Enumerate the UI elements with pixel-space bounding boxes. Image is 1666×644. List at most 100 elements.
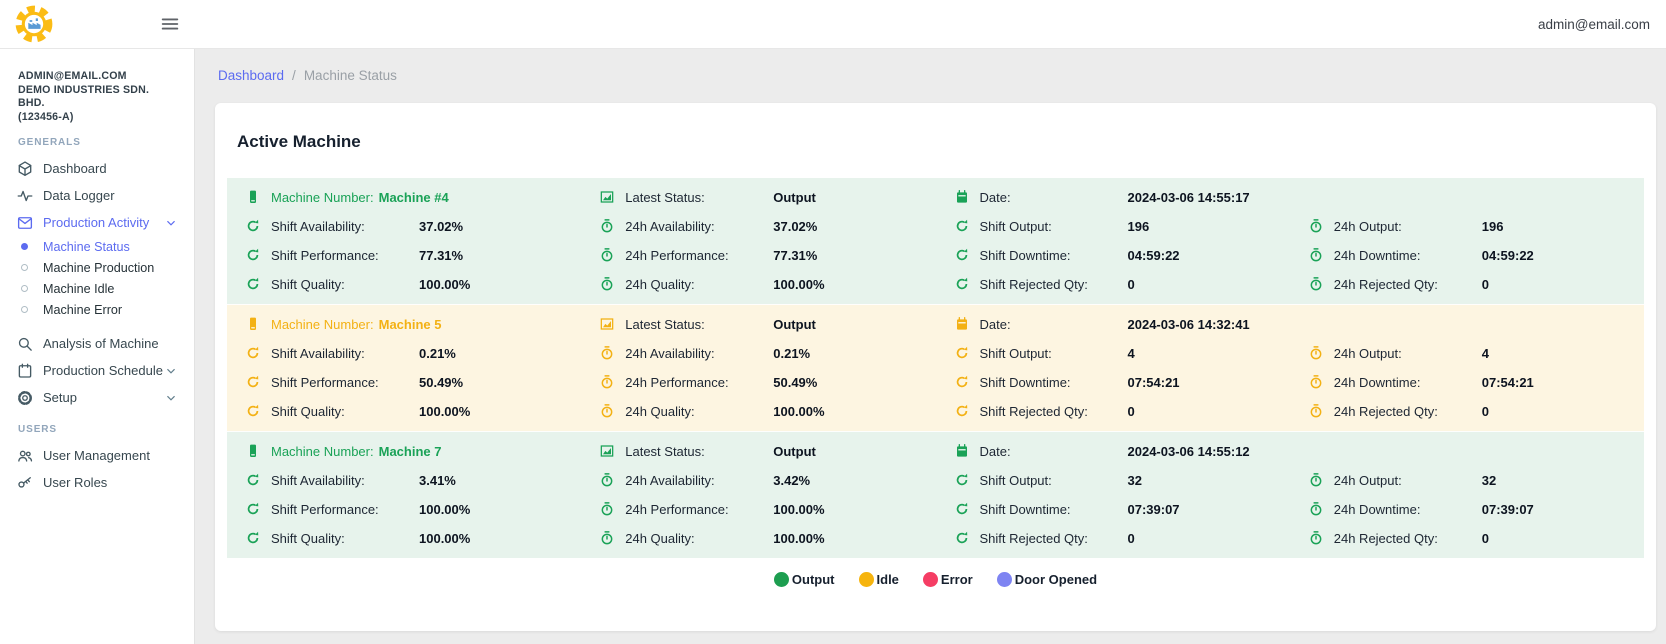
date-value: 2024-03-06 14:32:41 (1127, 316, 1250, 332)
bullet-icon (21, 264, 28, 271)
chart-icon (599, 443, 615, 459)
sidebar-subitem-machine-idle[interactable]: Machine Idle (0, 278, 194, 299)
sync-icon (245, 218, 261, 234)
sidebar-item-production-schedule[interactable]: Production Schedule (0, 357, 194, 384)
sync-icon (245, 472, 261, 488)
sidebar-item-user-roles[interactable]: User Roles (0, 469, 194, 496)
legend-item-output: Output (773, 571, 835, 587)
sidebar-item-label: User Management (43, 448, 150, 463)
stat-label: Shift Performance: (271, 247, 379, 263)
sync-icon (954, 403, 970, 419)
sidebar-item-setup[interactable]: Setup (0, 384, 194, 411)
stat-value: 07:39:07 (1481, 501, 1534, 517)
sidebar-subitem-machine-error[interactable]: Machine Error (0, 299, 194, 320)
machine-icon (245, 443, 261, 459)
waveform-icon (16, 187, 34, 205)
active-machine-card: Active Machine Machine Number: Machine #… (215, 103, 1656, 631)
sync-icon (245, 403, 261, 419)
sync-icon (954, 218, 970, 234)
sync-icon (954, 472, 970, 488)
shift-availability-cell: Shift Availability: 37.02% (227, 212, 581, 241)
stat-value: 100.00% (419, 501, 471, 517)
legend-label: Output (791, 571, 835, 587)
topbar: admin@email.com (0, 0, 1666, 49)
calendar-icon (954, 316, 970, 332)
sidebar-item-analysis-of-machine[interactable]: Analysis of Machine (0, 330, 194, 357)
menu-icon[interactable] (159, 12, 183, 36)
sidebar-item-user-management[interactable]: User Management (0, 442, 194, 469)
user-email[interactable]: admin@email.com (1538, 16, 1650, 32)
machine-panel: Machine Number: Machine 7 Latest Status:… (227, 430, 1644, 558)
latest-status-label: Latest Status: (625, 443, 705, 459)
stat-label: 24h Quality: (625, 530, 695, 546)
breadcrumb-dashboard-link[interactable]: Dashboard (218, 68, 285, 83)
stat-label: 24h Rejected Qty: (1333, 403, 1438, 419)
machine-panel: Machine Number: Machine 5 Latest Status:… (227, 303, 1644, 431)
legend-dot-idle (858, 571, 874, 587)
sidebar-item-data-logger[interactable]: Data Logger (0, 182, 194, 209)
stat-value: 4 (1481, 345, 1489, 361)
sidebar-item-label: Setup (43, 390, 77, 405)
stat-value: 04:59:22 (1127, 247, 1180, 263)
24h-performance-cell: 24h Performance: 77.31% (581, 241, 935, 270)
sidebar-item-production-activity[interactable]: Production Activity (0, 209, 194, 236)
stat-label: 24h Availability: (625, 218, 715, 234)
machine-number-cell: Machine Number: Machine 7 (227, 437, 581, 466)
stat-label: 24h Output: (1333, 218, 1402, 234)
stat-value: 0.21% (419, 345, 456, 361)
stat-value: 77.31% (419, 247, 464, 263)
stat-label: 24h Performance: (625, 247, 729, 263)
status-legend: Output Idle Error Door Opened (227, 571, 1644, 587)
stat-value: 3.42% (773, 472, 811, 488)
machine-number-label: Machine Number: (271, 316, 374, 332)
chart-icon (599, 189, 615, 205)
timer-icon (1308, 345, 1324, 361)
sync-icon (245, 345, 261, 361)
account-email: ADMIN@EMAIL.COM (18, 70, 127, 82)
timer-icon (599, 276, 615, 292)
24h-performance-cell: 24h Performance: 50.49% (581, 368, 935, 397)
stat-value: 100.00% (773, 403, 825, 419)
gear-factory-icon (15, 5, 53, 43)
date-cell: Date: 2024-03-06 14:55:12 (936, 437, 1290, 466)
calendar-icon (954, 443, 970, 459)
account-block: ADMIN@EMAIL.COM DEMO INDUSTRIES SDN. BHD… (0, 70, 194, 124)
stat-value: 100.00% (773, 501, 825, 517)
stat-value: 50.49% (773, 374, 818, 390)
date-label: Date: (979, 189, 1011, 205)
sidebar-subitem-machine-production[interactable]: Machine Production (0, 257, 194, 278)
shift-availability-cell: Shift Availability: 3.41% (227, 466, 581, 495)
stat-label: Shift Performance: (271, 501, 379, 517)
timer-icon (599, 403, 615, 419)
mail-icon (16, 214, 34, 232)
bullet-icon (21, 306, 28, 313)
chevron-down-icon (164, 216, 178, 230)
app-logo[interactable] (13, 3, 55, 45)
shift-downtime-cell: Shift Downtime: 04:59:22 (936, 241, 1290, 270)
sidebar-subitem-machine-status[interactable]: Machine Status (0, 236, 194, 257)
stat-value: 0 (1481, 403, 1489, 419)
sync-icon (954, 345, 970, 361)
stat-label: Shift Output: (979, 218, 1052, 234)
shift-performance-cell: Shift Performance: 100.00% (227, 495, 581, 524)
shift-rejected-cell: Shift Rejected Qty: 0 (936, 397, 1290, 426)
stat-label: 24h Downtime: (1333, 247, 1421, 263)
sidebar-item-dashboard[interactable]: Dashboard (0, 155, 194, 182)
stat-value: 07:54:21 (1127, 374, 1180, 390)
legend-item-door-opened: Door Opened (996, 571, 1097, 587)
latest-status-cell: Latest Status: Output (581, 183, 935, 212)
24h-downtime-cell: 24h Downtime: 04:59:22 (1290, 241, 1644, 270)
legend-dot-error (922, 571, 938, 587)
latest-status-value: Output (773, 316, 816, 332)
latest-status-label: Latest Status: (625, 189, 705, 205)
shift-quality-cell: Shift Quality: 100.00% (227, 397, 581, 426)
24h-availability-cell: 24h Availability: 37.02% (581, 212, 935, 241)
timer-icon (599, 530, 615, 546)
breadcrumb-current: Machine Status (303, 68, 397, 83)
machine-panel: Machine Number: Machine #4 Latest Status… (227, 177, 1644, 304)
stat-label: Shift Quality: (271, 403, 345, 419)
stat-value: 3.41% (419, 472, 456, 488)
stat-value: 0 (1127, 530, 1135, 546)
date-cell: Date: 2024-03-06 14:55:17 (936, 183, 1290, 212)
shift-rejected-cell: Shift Rejected Qty: 0 (936, 270, 1290, 299)
